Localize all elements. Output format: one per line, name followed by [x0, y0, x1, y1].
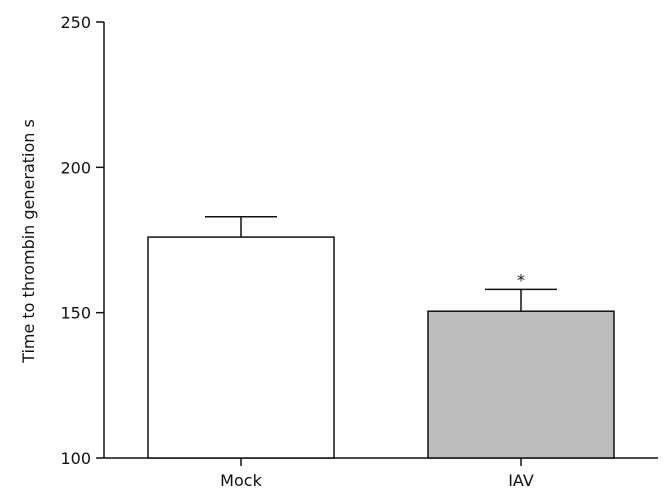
- y-tick-label: 150: [60, 304, 91, 323]
- bar-iav: [427, 310, 615, 459]
- y-tick-label: 200: [60, 158, 91, 177]
- x-tick-label: Mock: [220, 471, 262, 490]
- y-axis-label: Time to thrombin generation s: [19, 119, 38, 364]
- x-tick-label: IAV: [508, 471, 534, 490]
- y-tick-label: 250: [60, 13, 91, 32]
- y-tick-label: 100: [60, 449, 91, 468]
- bar-mock: [147, 236, 335, 459]
- significance-marker: *: [517, 270, 525, 289]
- plot-area: 100 150 200 250 Mock * IAV: [60, 13, 658, 490]
